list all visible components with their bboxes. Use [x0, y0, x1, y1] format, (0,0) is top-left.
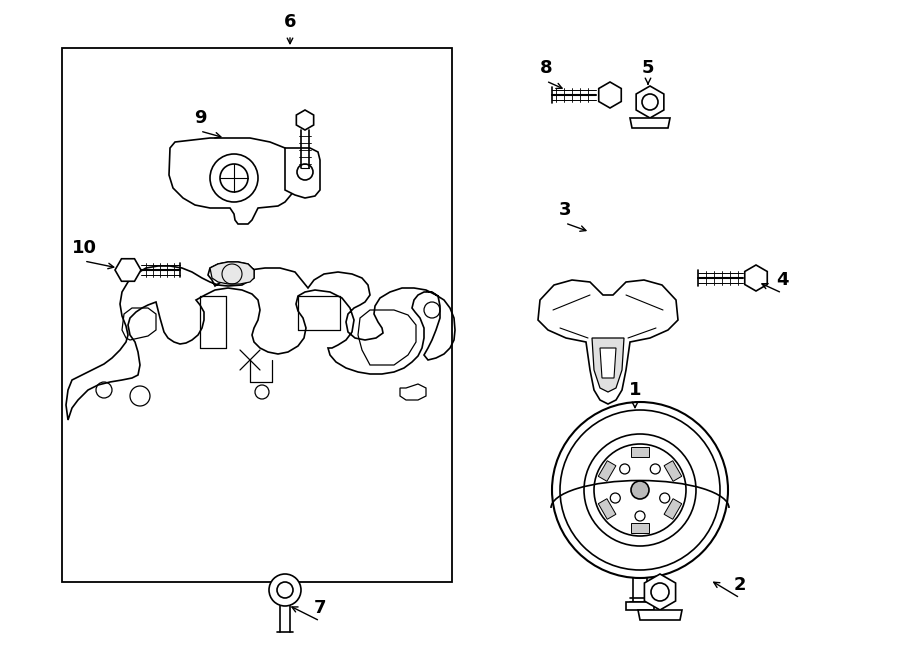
Polygon shape — [115, 258, 141, 282]
Polygon shape — [598, 498, 616, 520]
Polygon shape — [664, 498, 681, 520]
Polygon shape — [285, 148, 320, 198]
Polygon shape — [600, 348, 616, 378]
Text: 8: 8 — [540, 59, 553, 77]
Text: 5: 5 — [642, 59, 654, 77]
Circle shape — [210, 154, 258, 202]
Text: 3: 3 — [559, 201, 572, 219]
Polygon shape — [598, 461, 616, 481]
Polygon shape — [66, 262, 455, 420]
Polygon shape — [598, 82, 621, 108]
Polygon shape — [169, 138, 298, 224]
Text: 1: 1 — [629, 381, 641, 399]
Polygon shape — [744, 265, 768, 291]
Polygon shape — [638, 610, 682, 620]
Polygon shape — [630, 118, 670, 128]
Circle shape — [269, 574, 301, 606]
Polygon shape — [631, 523, 649, 533]
Text: 7: 7 — [314, 599, 326, 617]
Polygon shape — [296, 110, 314, 130]
Circle shape — [552, 402, 728, 578]
Text: 10: 10 — [71, 239, 96, 257]
Polygon shape — [626, 602, 654, 610]
Polygon shape — [644, 574, 676, 610]
Text: 9: 9 — [194, 109, 206, 127]
Polygon shape — [210, 262, 254, 284]
Text: 2: 2 — [734, 576, 746, 594]
Text: 4: 4 — [776, 271, 788, 289]
Polygon shape — [664, 461, 681, 481]
Polygon shape — [631, 447, 649, 457]
Polygon shape — [636, 86, 664, 118]
Circle shape — [631, 481, 649, 499]
Polygon shape — [592, 338, 624, 392]
Text: 6: 6 — [284, 13, 296, 31]
Polygon shape — [538, 280, 678, 404]
